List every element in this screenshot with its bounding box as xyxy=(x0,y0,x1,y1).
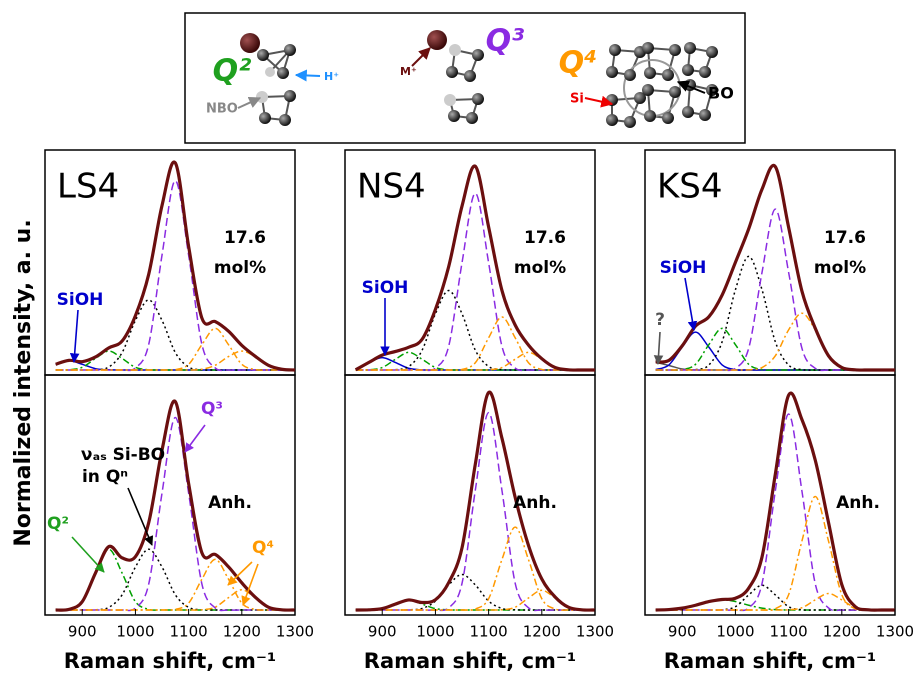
x-tick-label: 1100 xyxy=(770,623,808,641)
annotation: Q³ xyxy=(201,399,223,419)
component-line xyxy=(655,495,895,612)
component-line xyxy=(655,327,895,371)
component-line xyxy=(655,208,895,372)
inset-label: Q³ xyxy=(486,24,525,59)
annotation: in Qⁿ xyxy=(82,467,128,487)
x-tick-label: 1300 xyxy=(276,623,314,641)
annotation: 17.6 xyxy=(824,228,866,248)
x-tick-label: 1300 xyxy=(876,623,914,641)
x-axis-label: Raman shift, cm⁻¹ xyxy=(64,649,276,673)
annotation-arrow xyxy=(227,561,253,586)
annotation-arrow xyxy=(241,563,259,606)
annotation: Q⁴ xyxy=(252,538,274,558)
component-line xyxy=(355,573,595,611)
x-tick-label: 900 xyxy=(368,623,397,641)
y-axis-label: Normalized intensity, a. u. xyxy=(11,219,36,546)
panel: KS4? SiOH 17.6 mol% xyxy=(644,149,896,376)
annotation-arrow xyxy=(653,331,664,365)
component-line xyxy=(55,416,295,612)
inset-label: Q⁴ xyxy=(559,46,598,81)
annotation: 17.6 xyxy=(224,228,266,248)
inset-arrows xyxy=(237,47,706,109)
annotation: SiOH xyxy=(660,258,707,278)
component-line xyxy=(55,179,295,372)
component-line xyxy=(55,327,295,371)
component-line xyxy=(355,526,595,611)
annotation: 17.6 xyxy=(524,228,566,248)
inset: Q² H⁺ NBO M⁺ Q³ Q⁴ Si BO xyxy=(184,12,746,144)
annotation: mol% xyxy=(514,258,566,278)
inset-label: H⁺ xyxy=(324,70,339,83)
panel-title: LS4 xyxy=(57,167,119,207)
x-tick-label: 1100 xyxy=(170,623,208,641)
annotation: SiOH xyxy=(57,290,104,310)
x-tick-label: 1000 xyxy=(116,623,154,641)
x-tick-label: 1000 xyxy=(716,623,754,641)
panel-title: KS4 xyxy=(657,167,723,207)
component-line xyxy=(655,331,895,371)
component-line xyxy=(55,359,295,371)
x-tick-label: 1100 xyxy=(470,623,508,641)
x-tick-label: 900 xyxy=(68,623,97,641)
inset-label: Si xyxy=(570,92,584,107)
total-fit-line xyxy=(355,390,596,612)
annotation: SiOH xyxy=(362,278,409,298)
x-tick-label: 1200 xyxy=(223,623,261,641)
plot-frame xyxy=(44,374,296,616)
total-fit-line xyxy=(354,164,596,372)
plot-frame xyxy=(344,374,596,616)
inset-label: M⁺ xyxy=(400,65,417,78)
annotation: mol% xyxy=(814,258,866,278)
annotation: Q² xyxy=(47,514,69,534)
x-tick-label: 1000 xyxy=(416,623,454,641)
annotation: mol% xyxy=(214,258,266,278)
annotation: Anh. xyxy=(208,493,252,513)
annotation-arrow xyxy=(184,424,206,453)
x-tick-label: 900 xyxy=(668,623,697,641)
annotation: ? xyxy=(655,310,665,330)
inset-label: NBO xyxy=(206,102,238,117)
component-line xyxy=(355,289,595,371)
inset-atoms xyxy=(240,30,718,128)
x-axis-label: Raman shift, cm⁻¹ xyxy=(664,649,876,673)
panel: LS4 SiOH 17.6 mol% xyxy=(44,149,296,376)
x-tick-label: 1200 xyxy=(823,623,861,641)
annotation-arrow xyxy=(684,277,698,331)
annotation-arrow xyxy=(69,309,80,363)
panel-title: NS4 xyxy=(357,167,426,207)
component-line xyxy=(355,316,595,371)
x-tick-label: 1200 xyxy=(523,623,561,641)
plot-frame xyxy=(644,374,896,616)
annotation: νₐₛ Si-BO xyxy=(81,445,165,465)
component-line xyxy=(355,411,595,612)
total-fit-line xyxy=(55,160,296,372)
annotation: Anh. xyxy=(513,493,557,513)
annotation-arrow xyxy=(127,487,154,546)
total-fit-line xyxy=(55,399,296,612)
inset-label: Q² xyxy=(213,54,252,89)
x-tick-label: 1300 xyxy=(576,623,614,641)
inset-label: BO xyxy=(708,84,734,103)
panel: NS4 SiOH 17.6 mol% xyxy=(344,149,596,376)
x-axis-label: Raman shift, cm⁻¹ xyxy=(364,649,576,673)
annotation-arrow xyxy=(71,536,105,573)
total-fit-line xyxy=(655,391,896,612)
annotation: Anh. xyxy=(836,493,880,513)
